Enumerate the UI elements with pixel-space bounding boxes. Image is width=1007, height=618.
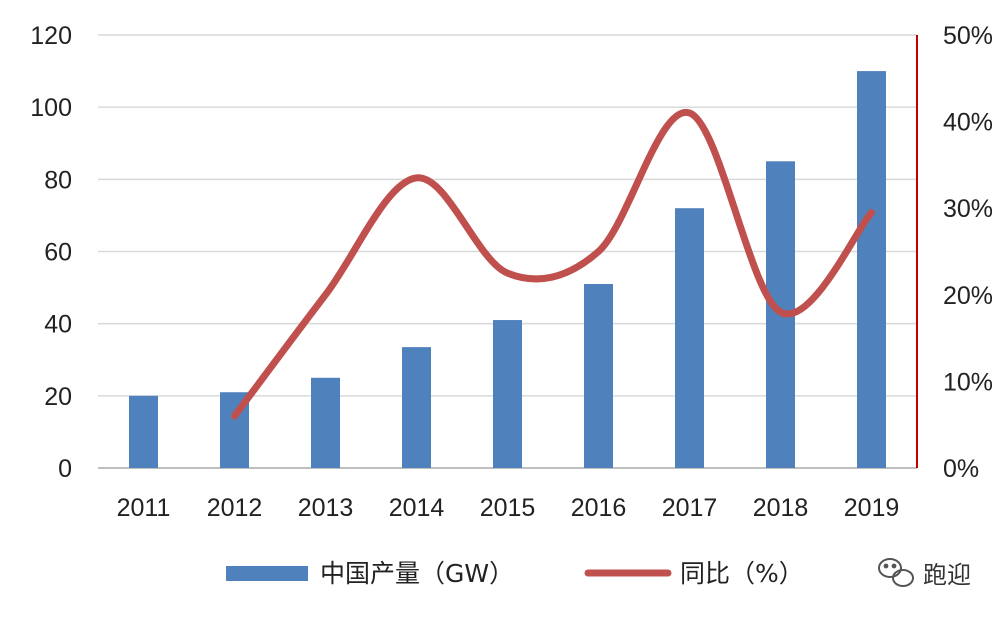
y-right-tick-label: 40% [943, 109, 993, 137]
x-tick-label: 2018 [753, 494, 809, 522]
watermark: 跑迎 [878, 558, 971, 589]
legend-label-bar: 中国产量（GW） [320, 559, 514, 588]
y-left-tick-label: 100 [30, 94, 72, 122]
bar [402, 347, 431, 468]
y-right-tick-label: 50% [943, 22, 993, 50]
bar [584, 283, 613, 468]
x-tick-label: 2015 [480, 494, 536, 522]
x-tick-label: 2019 [844, 494, 900, 522]
bar [129, 395, 158, 468]
bar [675, 208, 704, 468]
y-left-tick-label: 20 [44, 383, 72, 411]
watermark-text: 跑迎 [923, 561, 971, 589]
bar [311, 377, 340, 468]
y-left-tick-label: 40 [44, 311, 72, 339]
y-right-tick-label: 30% [943, 195, 993, 223]
line-series [231, 109, 875, 420]
legend-label-line: 同比（%） [680, 559, 804, 588]
y-left-tick-label: 80 [44, 166, 72, 194]
y-right-tick-label: 20% [943, 282, 993, 310]
bar [493, 320, 522, 468]
y-left-tick-label: 0 [58, 455, 72, 483]
y-right-tick-label: 10% [943, 368, 993, 396]
x-tick-label: 2017 [662, 494, 718, 522]
x-tick-label: 2011 [117, 494, 171, 522]
y-left-tick-label: 120 [30, 22, 72, 50]
bar [857, 71, 886, 468]
x-tick-label: 2016 [571, 494, 627, 522]
legend: 中国产量（GW） 同比（%） [226, 559, 804, 588]
legend-swatch-bar [226, 566, 308, 581]
right-axis: 0% 10% 20% 30% 40% 50% [916, 22, 993, 483]
x-tick-label: 2012 [207, 494, 263, 522]
y-right-tick-label: 0% [943, 455, 979, 483]
x-tick-label: 2014 [389, 494, 445, 522]
x-tick-label: 2013 [298, 494, 354, 522]
x-axis: 2011 2012 2013 2014 2015 2016 2017 2018 2019 [117, 494, 900, 522]
y-left-tick-label: 60 [44, 239, 72, 267]
left-axis: 0 20 40 60 80 100 120 [30, 22, 72, 483]
line-path [231, 109, 875, 420]
wechat-icon [878, 558, 914, 587]
